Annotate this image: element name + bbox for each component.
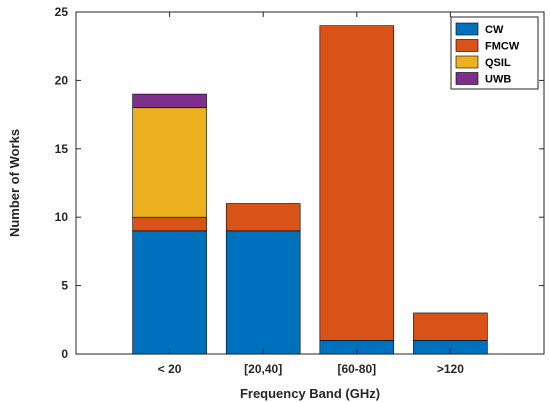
- bars-layer: [132, 25, 488, 355]
- x-axis-label: Frequency Band (GHz): [240, 386, 380, 401]
- legend-label-uwb: UWB: [485, 74, 511, 86]
- legend-swatch-qsil: [455, 55, 479, 69]
- legend-label-cw: CW: [485, 24, 504, 36]
- y-tick-label: 15: [55, 142, 69, 156]
- bar-uwb-0: [132, 93, 207, 109]
- x-tick-label: [60-80]: [337, 362, 376, 376]
- y-axis: 0 5 10 15 20 25: [55, 5, 544, 361]
- legend-swatch-cw: [455, 22, 479, 36]
- y-tick-label: 20: [55, 73, 69, 87]
- bar-cw-0: [132, 230, 207, 355]
- bar-fmcw-0: [132, 216, 207, 232]
- legend-swatch-fmcw: [455, 39, 479, 52]
- y-tick-label: 10: [55, 210, 69, 224]
- x-tick-label: [20,40]: [244, 362, 282, 376]
- x-tick-label: >120: [437, 362, 464, 376]
- bar-cw-1: [225, 230, 301, 355]
- x-tick-label: < 20: [158, 362, 182, 376]
- y-tick-label: 0: [61, 347, 68, 361]
- y-axis-label: Number of Works: [7, 129, 22, 237]
- legend-swatch-uwb: [455, 72, 479, 85]
- x-axis: < 20 [20,40] [60-80] >120: [158, 12, 464, 376]
- bar-fmcw-3: [413, 312, 488, 341]
- bar-fmcw-1: [225, 203, 301, 232]
- y-tick-label: 25: [55, 5, 69, 19]
- bar-fmcw-2: [319, 25, 395, 341]
- legend: CW FMCW QSIL UWB: [450, 16, 539, 90]
- legend-label-fmcw: FMCW: [485, 41, 520, 53]
- y-tick-label: 5: [61, 279, 68, 293]
- legend-label-qsil: QSIL: [485, 57, 511, 69]
- bar-qsil-0: [132, 107, 207, 218]
